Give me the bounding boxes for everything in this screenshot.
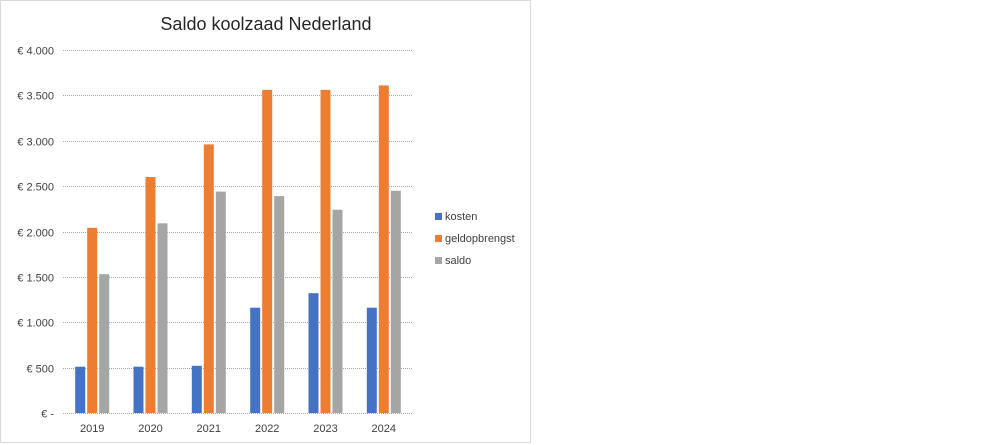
x-tick-label: 2019 [80, 423, 104, 435]
bar-kosten-2023 [308, 293, 319, 413]
bar-saldo-2023 [332, 209, 343, 413]
bar-saldo-2024 [390, 190, 401, 413]
x-tick-label: 2024 [372, 423, 396, 435]
bars [75, 85, 401, 414]
bar-geldopbrengst-2024 [378, 85, 389, 414]
gridlines [63, 50, 413, 414]
y-tick-label: € 1.000 [17, 318, 54, 330]
bar-geldopbrengst-2022 [262, 89, 273, 414]
y-tick-label: € 3.000 [17, 137, 54, 149]
legend-label-geldopbrengst: geldopbrengst [445, 233, 515, 245]
bar-geldopbrengst-2019 [87, 227, 98, 413]
bar-chart: Saldo koolzaad Nederland € - € 500 € 1.000… [17, 14, 515, 435]
chart-area: Saldo koolzaad Nederland € - € 500 € 1.000… [0, 0, 531, 443]
y-tick-label: € 2.500 [17, 182, 54, 194]
bar-kosten-2019 [75, 366, 86, 413]
x-axis: 2019 2020 2021 2022 2023 2024 [80, 423, 396, 435]
y-tick-label: € 500 [26, 364, 54, 376]
x-tick-label: 2020 [138, 423, 162, 435]
y-tick-label: € - [41, 409, 54, 421]
chart-title: Saldo koolzaad Nederland [160, 14, 371, 34]
bar-kosten-2024 [366, 307, 377, 413]
y-tick-label: € 3.500 [17, 91, 54, 103]
x-tick-label: 2021 [197, 423, 221, 435]
bar-geldopbrengst-2021 [203, 144, 214, 413]
bar-geldopbrengst-2023 [320, 89, 331, 414]
bar-kosten-2022 [250, 307, 261, 413]
y-tick-label: € 1.500 [17, 273, 54, 285]
bar-saldo-2022 [274, 196, 285, 413]
x-tick-label: 2023 [313, 423, 337, 435]
bar-kosten-2020 [133, 366, 144, 413]
bar-saldo-2019 [99, 274, 110, 413]
bar-saldo-2021 [215, 191, 226, 413]
bar-kosten-2021 [191, 365, 202, 413]
legend-label-kosten: kosten [445, 211, 477, 223]
x-tick-label: 2022 [255, 423, 279, 435]
legend: kosten geldopbrengst saldo [435, 211, 515, 267]
legend-swatch-kosten [435, 213, 442, 220]
bar-geldopbrengst-2020 [145, 177, 156, 413]
legend-label-saldo: saldo [445, 255, 471, 267]
y-tick-label: € 4.000 [17, 46, 54, 58]
legend-swatch-saldo [435, 257, 442, 264]
legend-swatch-geldopbrengst [435, 235, 442, 242]
y-axis: € - € 500 € 1.000 € 1.500 € 2.000 € 2.500 € 3.… [17, 46, 54, 421]
y-tick-label: € 2.000 [17, 228, 54, 240]
bar-saldo-2020 [157, 223, 168, 413]
